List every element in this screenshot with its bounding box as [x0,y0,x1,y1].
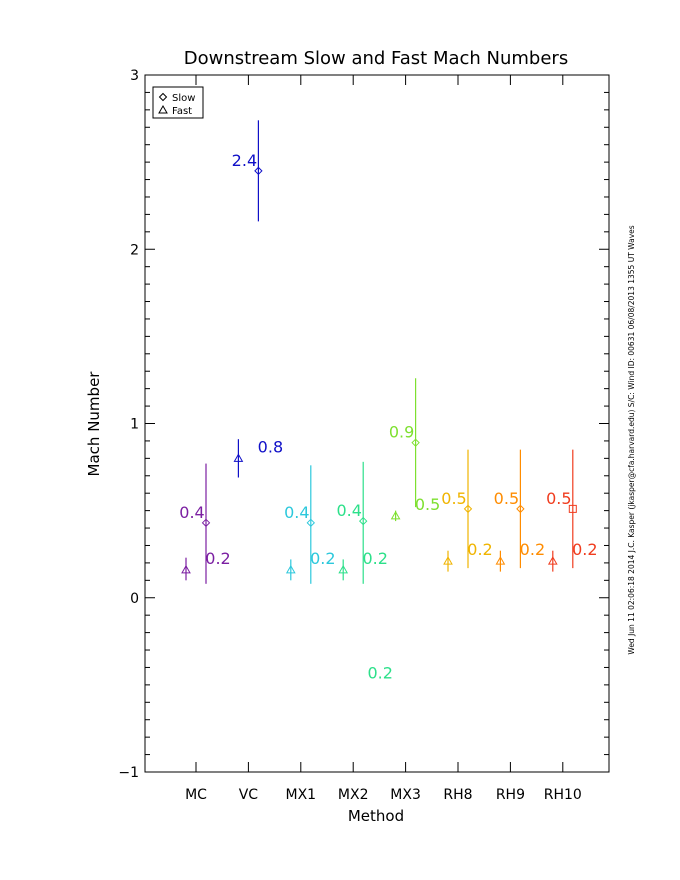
slow-point-marker [306,518,316,528]
y-axis-label: Mach Number [85,371,103,477]
slow-point-marker [254,166,263,176]
fast-value-label: 0.2 [205,549,230,568]
chart-title: Downstream Slow and Fast Mach Numbers [184,48,568,69]
legend-diamond-symbol [158,92,168,102]
fast-point-marker [495,556,506,565]
fast-value-label: 0.2 [362,549,387,568]
slow-value-label: 0.5 [441,489,466,508]
x-tick-label: MC [185,787,207,803]
y-tick-label: 3 [130,68,139,84]
data-layer: 0.42.40.4 0.40.90.5 0.5 0.50.20.80.2 0.20.50… [179,120,598,683]
slow-point-marker [516,504,525,514]
fast-value-label: 0.2 [310,549,335,568]
y-axis: −1 0 1 2 3 [118,68,609,781]
side-caption: Wed Jun 11 02:06:18 2014 J.C. Kasper (jk… [627,225,636,654]
y-tick-label: 1 [130,417,139,433]
slow-value-label: 0.4 [179,503,204,522]
slow-value-label: 0.4 [336,501,361,520]
legend-label: Slow [172,93,195,104]
slow-point-marker [411,438,420,447]
fast-value-label: 0.8 [258,437,283,456]
y-tick-label: 2 [130,242,139,258]
y-tick-label: 0 [130,591,139,607]
fast-value-label: 0.2 [520,540,545,559]
x-tick-label: RH8 [443,787,472,803]
x-axis-label: Method [348,807,404,825]
slow-value-label: 2.4 [232,151,257,170]
fast-value-label: 0.2 [572,540,597,559]
fast-point-marker [390,510,401,520]
slow-value-label: 0.4 [284,503,309,522]
legend-label: Fast [172,106,192,117]
y-tick-label: −1 [118,765,139,781]
x-tick-label: VC [239,787,259,803]
x-axis: MC VC MX1 MX2 MX3 RH8 RH9 RH10 [185,75,582,803]
slow-point-marker [358,516,368,526]
x-tick-label: MX3 [390,787,421,803]
x-tick-label: MX2 [338,787,369,803]
x-tick-label: MX1 [286,787,317,803]
fast-point-marker [338,564,349,574]
fast-value-label: 0.2 [467,540,492,559]
fast-point-marker [233,453,244,462]
slow-point-marker [201,518,211,528]
legend-triangle-symbol [158,104,168,114]
x-tick-label: RH10 [544,787,582,803]
slow-value-label: 0.5 [546,489,571,508]
slow-value-label: 0.5 [494,489,519,508]
annotation-label: 0.2 [367,664,392,683]
fast-point-marker [181,564,191,574]
fast-point-marker [285,564,296,574]
x-tick-label: RH9 [496,787,525,803]
slow-point-marker [463,504,473,514]
fast-point-marker [443,556,453,565]
fast-point-marker [547,556,558,565]
slow-value-label: 0.9 [389,423,414,442]
fast-value-label: 0.5 [415,495,440,514]
legend: Slow Fast [152,86,204,119]
slow-point-marker [568,504,577,513]
